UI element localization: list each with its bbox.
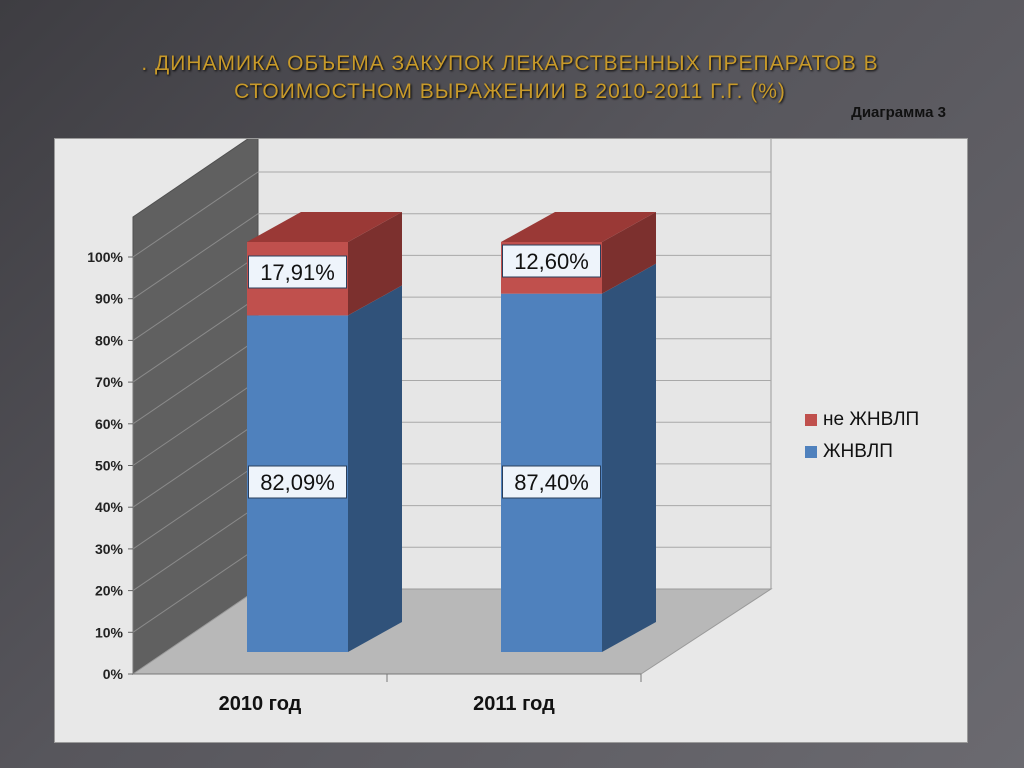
y-tick-label: 60% [95, 416, 124, 432]
gridline-side [132, 171, 259, 258]
legend-label-ne-zhnvlp: не ЖНВЛП [823, 409, 920, 430]
y-tick-label: 30% [95, 541, 124, 557]
chart-legend: не ЖНВЛП ЖНВЛП [805, 409, 919, 473]
legend-item-ne-zhnvlp: не ЖНВЛП [805, 409, 919, 431]
gridline-side [132, 463, 259, 550]
x-category-label: 2011 год [473, 693, 555, 715]
slide-title: . ДИНАМИКА ОБЪЕМА ЗАКУПОК ЛЕКАРСТВЕННЫХ … [141, 52, 879, 103]
gridline-side [132, 254, 259, 341]
chart-panel: 0% 10% 20% 30% 40% 50% 60% 70% 80% 90% 100% 82,09% 1… [54, 138, 968, 743]
bar-side-ne-zhnvlp [348, 212, 402, 316]
y-tick-label: 0% [103, 666, 124, 682]
data-label-ne-zhnvlp-box [248, 255, 347, 289]
legend-swatch-zhnvlp [805, 446, 817, 458]
x-category-label: 2010 год [219, 693, 302, 715]
stacked-bar-chart: 0% 10% 20% 30% 40% 50% 60% 70% 80% 90% 100% 82,09% 1… [87, 139, 773, 715]
data-label-zhnvlp: 87,40% [514, 470, 589, 495]
gridline-side [132, 380, 259, 466]
gridline-side [132, 505, 259, 592]
data-label-ne-zhnvlp-box [502, 244, 601, 278]
gridline-side [132, 213, 259, 300]
gridline-side [132, 546, 259, 633]
legend-label-zhnvlp: ЖНВЛП [823, 441, 893, 462]
bar-top [501, 212, 656, 242]
y-tick-label: 40% [95, 499, 124, 515]
legend-item-zhnvlp: ЖНВЛП [805, 441, 919, 463]
y-tick-label: 10% [95, 624, 124, 640]
data-label-zhnvlp-box [248, 465, 347, 499]
y-tick-label: 100% [87, 249, 123, 265]
y-tick-label: 50% [95, 458, 124, 474]
data-label-zhnvlp-box [502, 465, 601, 499]
data-label-zhnvlp: 82,09% [260, 470, 335, 495]
data-label-ne-zhnvlp: 17,91% [260, 260, 335, 285]
gridline-side [132, 421, 259, 508]
bar-side-zhnvlp [602, 263, 656, 652]
gridline-side [132, 296, 259, 383]
bar-top [247, 212, 402, 242]
y-tick-label: 70% [95, 374, 124, 390]
y-tick-label: 20% [95, 583, 124, 599]
data-label-ne-zhnvlp: 12,60% [514, 249, 589, 274]
bar-side-zhnvlp [348, 285, 402, 652]
diagram-label: Диаграмма 3 [851, 104, 946, 121]
y-tick-label: 90% [95, 291, 124, 307]
gridline-side [132, 338, 259, 425]
chart-side-wall [132, 139, 259, 675]
bar-side-ne-zhnvlp [602, 212, 656, 294]
legend-swatch-ne-zhnvlp [805, 414, 817, 426]
y-tick-label: 80% [95, 332, 124, 348]
